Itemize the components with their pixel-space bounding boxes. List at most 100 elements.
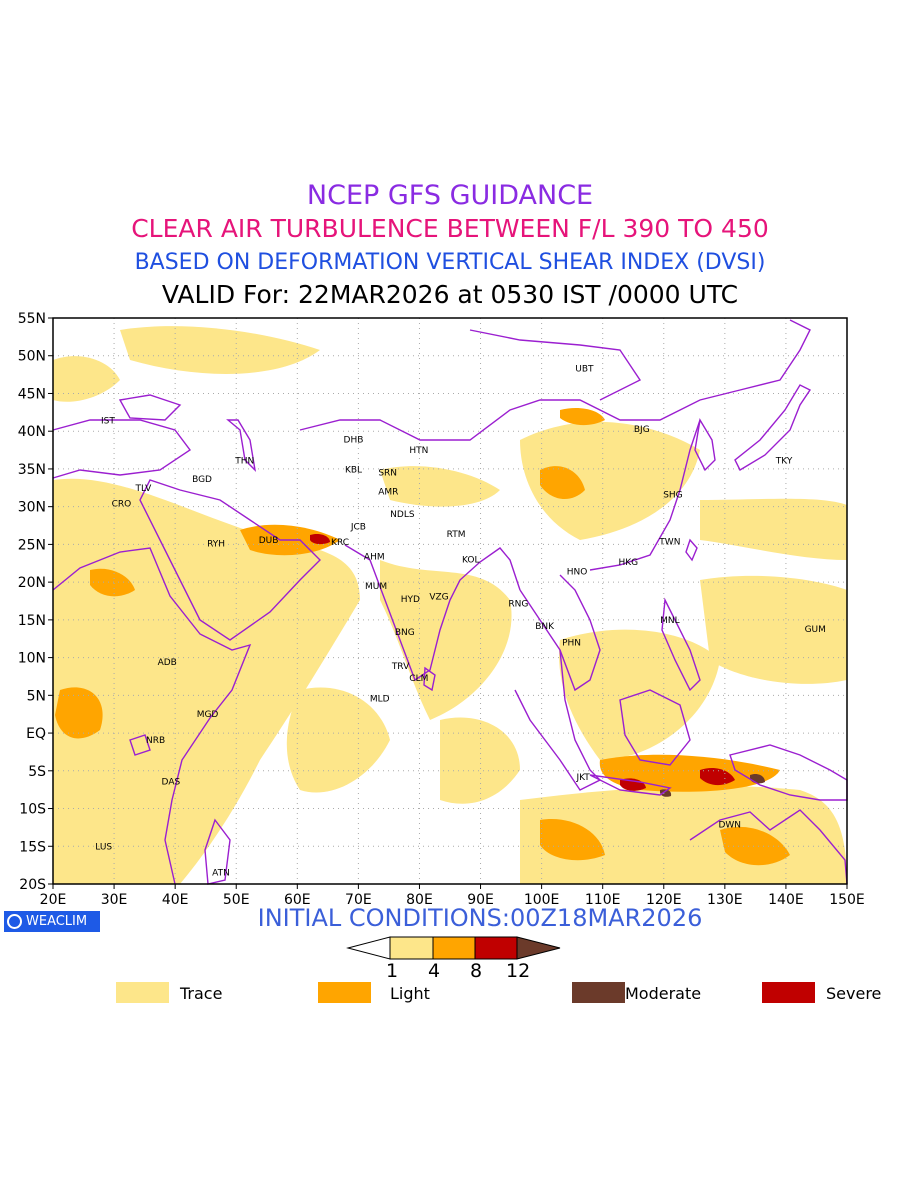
station-label: MLD — [370, 694, 390, 704]
station-label: AHM — [364, 552, 385, 562]
station-label: GUM — [805, 625, 826, 635]
station-label: RYH — [207, 540, 225, 550]
lat-tick-label: 10S — [19, 802, 46, 818]
lat-tick-label: EQ — [26, 726, 46, 742]
turbulence-area — [720, 826, 790, 866]
lat-tick-label: 20S — [19, 877, 46, 893]
colorbar-light — [432, 936, 476, 960]
logo-icon — [7, 914, 22, 929]
station-label: DHB — [344, 436, 364, 446]
legend-swatch-severe — [762, 982, 815, 1003]
turbulence-area — [660, 789, 672, 797]
legend-label-light: Light — [390, 984, 430, 1003]
turbulence-area — [55, 687, 103, 739]
station-label: TWN — [658, 537, 680, 547]
station-label: MNL — [660, 616, 680, 626]
turbulence-area — [520, 421, 700, 540]
station-label: MGD — [197, 710, 219, 720]
title-line-3: BASED ON DEFORMATION VERTICAL SHEAR INDE… — [134, 250, 766, 275]
lon-tick-label: 50E — [223, 892, 250, 908]
station-label: IST — [101, 417, 115, 427]
turbulence-area — [559, 629, 720, 760]
turbulence-area — [440, 717, 520, 804]
china-coast — [589, 419, 701, 571]
station-label: HTN — [409, 446, 428, 456]
legend-swatch-moderate — [572, 982, 625, 1003]
map-frame — [52, 317, 848, 885]
station-label: JCB — [350, 522, 366, 532]
black-sea — [118, 394, 182, 421]
station-label: KBL — [345, 466, 362, 476]
legend-swatch-trace — [116, 982, 169, 1003]
philippines — [661, 597, 701, 692]
lon-tick-label: 140E — [768, 892, 804, 908]
station-label: DAS — [162, 777, 181, 787]
station-label: NDLS — [390, 510, 415, 520]
turbulence-area — [380, 466, 500, 507]
lat-tick-label: 20N — [18, 575, 46, 591]
station-label: SHG — [663, 491, 682, 501]
colorbar-tick-12: 12 — [506, 960, 531, 982]
lat-tick-label: 25N — [18, 537, 46, 553]
lon-tick-label: 120E — [646, 892, 682, 908]
turbulence-fill-layer — [53, 326, 847, 884]
station-label: TLV — [135, 484, 153, 494]
turbulence-area — [540, 819, 605, 861]
lon-tick-label: 100E — [524, 892, 560, 908]
station-label: KOL — [462, 556, 480, 566]
australia-north — [689, 809, 848, 885]
lat-tick-label: 15S — [19, 839, 46, 855]
title-line-1: NCEP GFS GUIDANCE — [306, 180, 594, 211]
turbulence-area — [380, 560, 512, 720]
asia-north-border — [299, 319, 811, 441]
lon-tick-label: 90E — [467, 892, 494, 908]
weaclim-logo: WEACLIM — [4, 911, 100, 932]
lat-tick-label: 45N — [18, 386, 46, 402]
java — [589, 774, 672, 796]
colorbar-low-arrow — [346, 936, 391, 960]
japan — [734, 384, 812, 471]
station-label: HYD — [401, 595, 420, 605]
lat-tick-label: 50N — [18, 349, 46, 365]
station-label: SRN — [378, 469, 397, 479]
station-label: VZG — [429, 592, 448, 602]
borneo — [619, 689, 691, 766]
turbulence-area — [53, 356, 120, 402]
lat-tick-label: 5S — [28, 764, 46, 780]
lon-tick-label: 110E — [585, 892, 621, 908]
colorbar-tick-1: 1 — [386, 960, 399, 982]
lon-tick-label: 60E — [284, 892, 311, 908]
turbulence-area — [700, 768, 735, 786]
lat-tick-label: 35N — [18, 462, 46, 478]
lon-tick-label: 20E — [40, 892, 67, 908]
lon-tick-label: 130E — [707, 892, 743, 908]
turbulence-area — [700, 575, 847, 684]
turkey-coast — [52, 419, 192, 479]
station-labels: UBT IST DHB HTN BJG TKY THN KBL SRN TLV BGD AMR CRO J… — [95, 365, 826, 879]
turbulence-area — [53, 478, 360, 884]
turbulence-area — [90, 568, 135, 597]
station-label: CLM — [409, 674, 428, 684]
turbulence-area — [286, 687, 390, 793]
indochina — [519, 574, 601, 692]
legend-label-severe: Severe — [826, 984, 882, 1003]
colorbar-severe — [474, 936, 518, 960]
turbulence-area — [560, 408, 605, 426]
lake-victoria — [129, 734, 151, 756]
colorbar-trace — [389, 936, 434, 960]
colorbar-tick-4: 4 — [428, 960, 441, 982]
lon-tick-label: 70E — [345, 892, 372, 908]
lon-tick-label: 150E — [829, 892, 865, 908]
brand-name: WEACLIM — [26, 914, 88, 929]
station-label: BNK — [535, 622, 555, 632]
arabian-peninsula — [139, 479, 321, 641]
station-label: JKT — [575, 773, 590, 783]
station-label: TRV — [391, 662, 410, 672]
valid-time: VALID For: 22MAR2026 at 0530 IST /0000 U… — [161, 280, 739, 309]
madagascar — [204, 818, 231, 885]
lon-tick-label: 40E — [162, 892, 189, 908]
station-label: BJG — [634, 425, 650, 435]
boundaries-layer — [52, 319, 848, 885]
station-label: MUM — [365, 582, 387, 592]
